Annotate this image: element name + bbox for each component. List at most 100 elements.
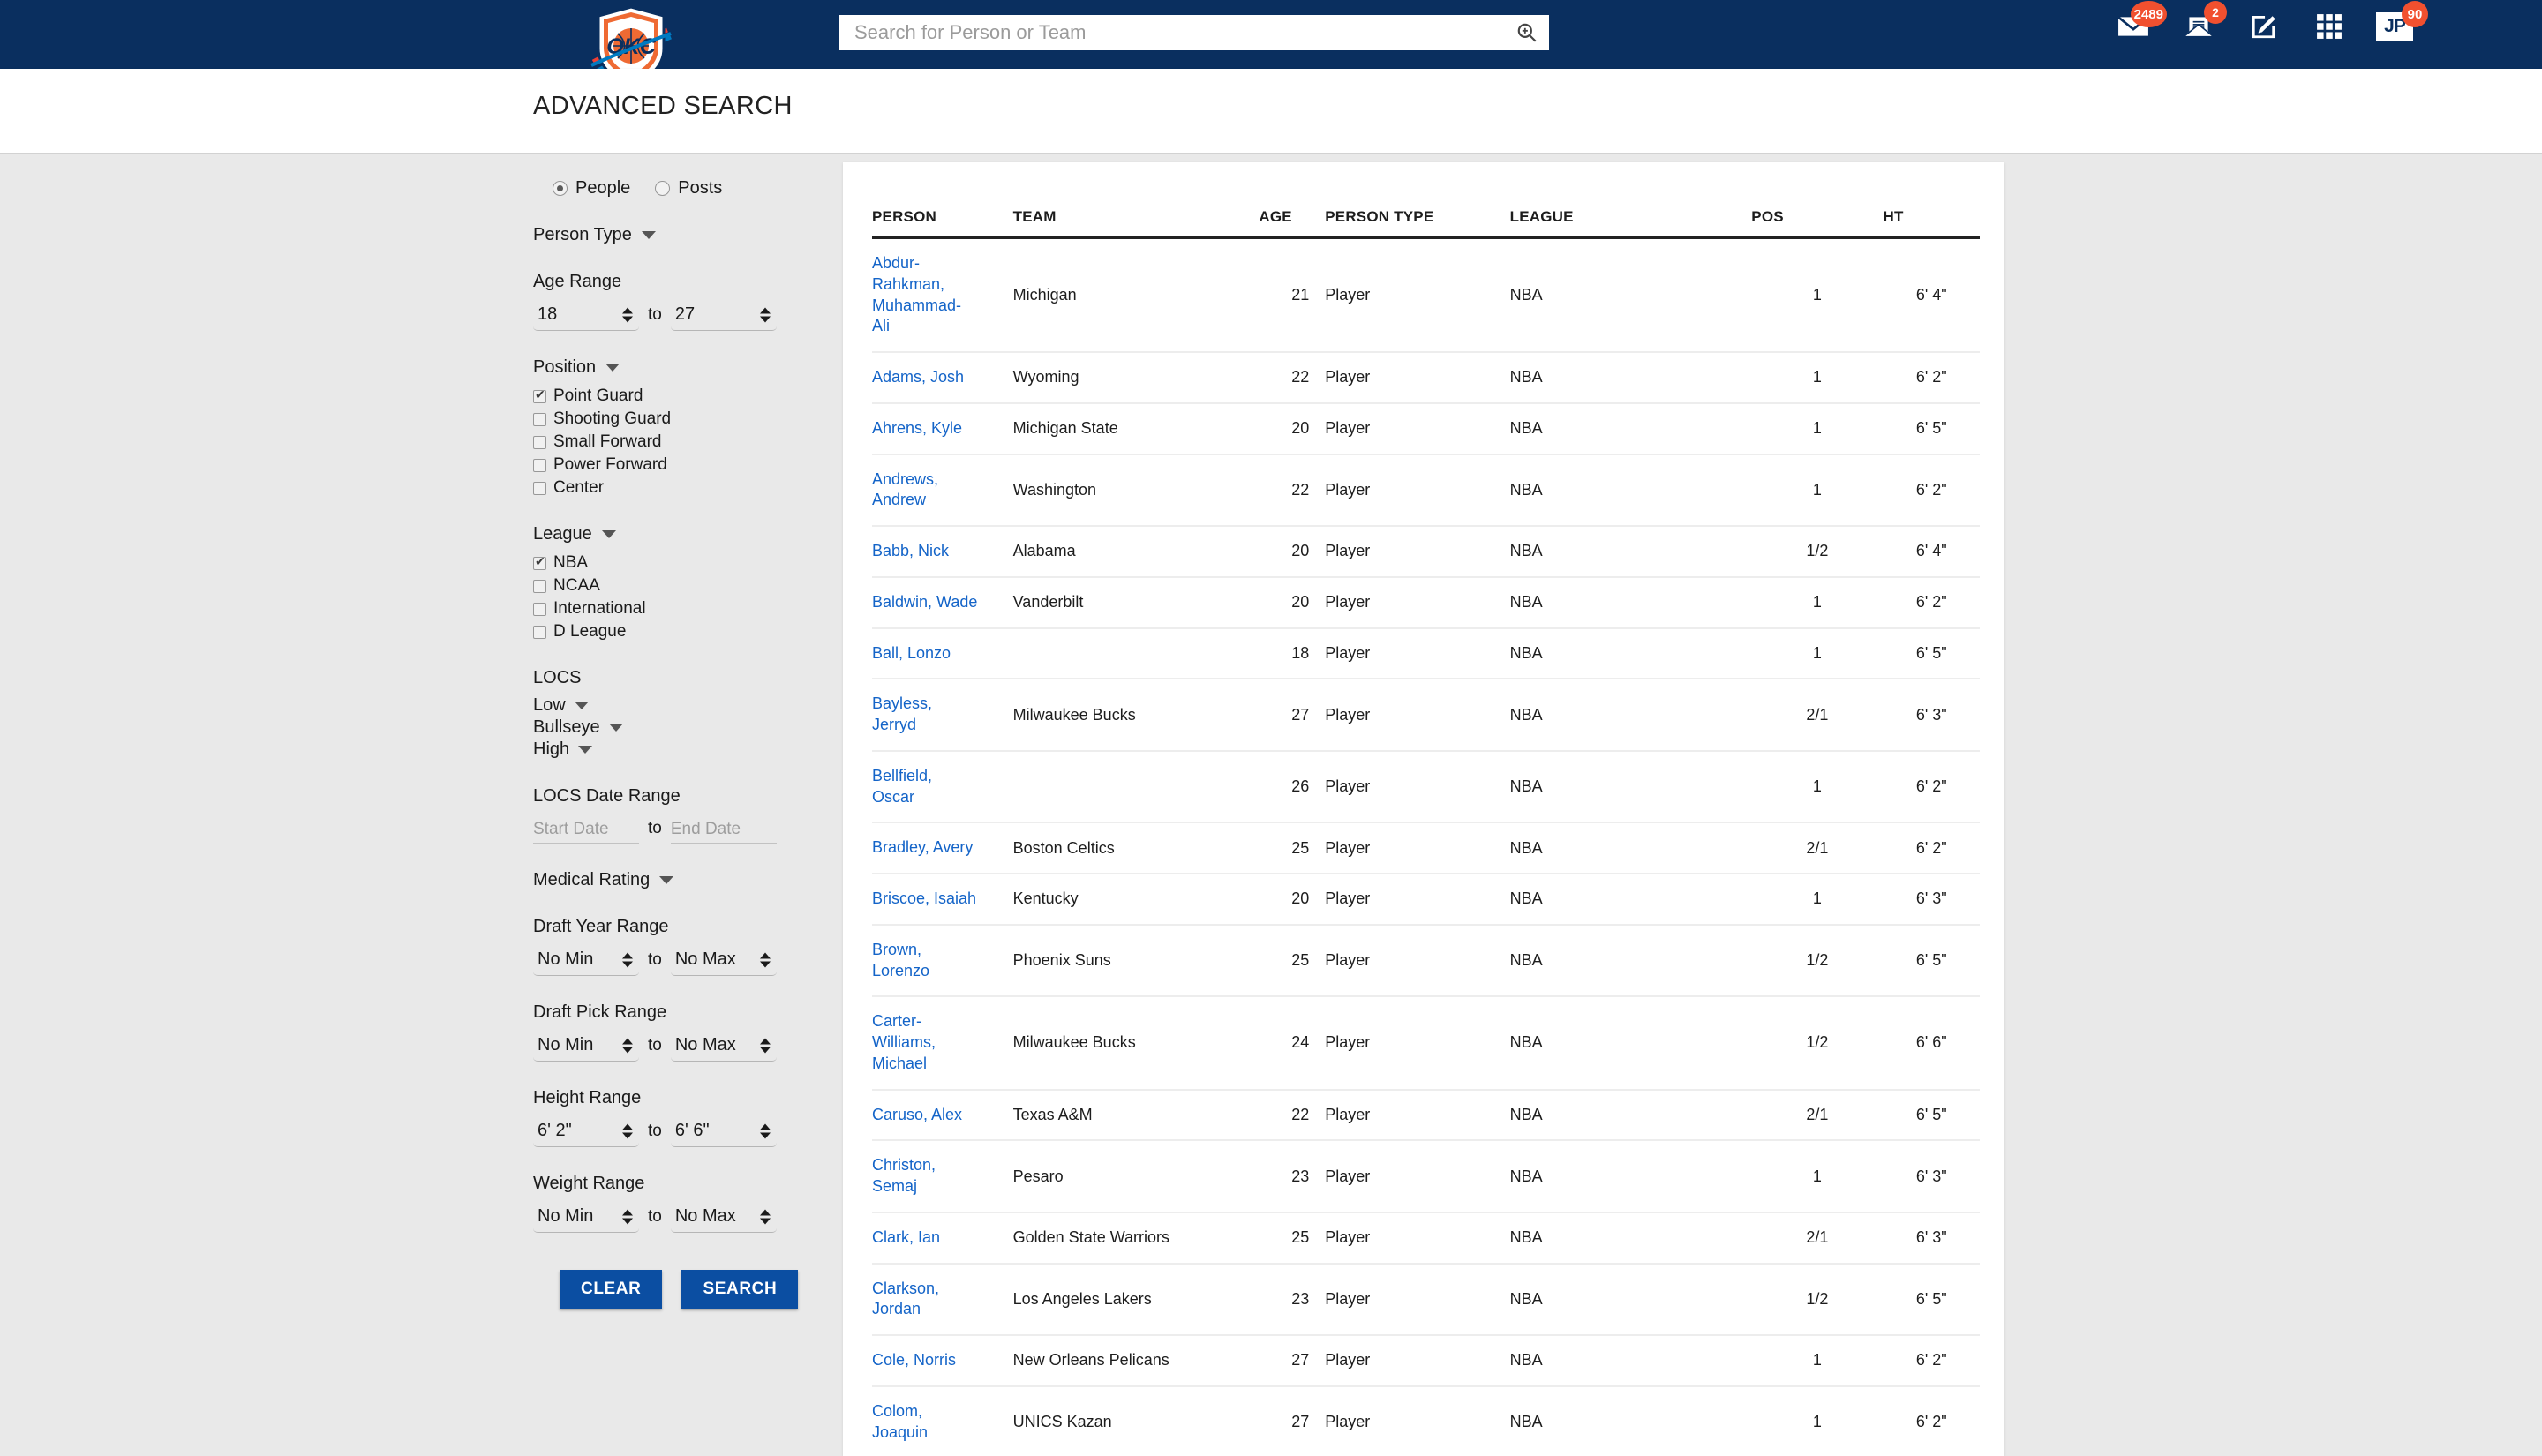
person-link[interactable]: Bayless, Jerryd (872, 694, 978, 736)
column-header-pos[interactable]: POS (1751, 208, 1883, 238)
column-header-person-type[interactable]: PERSON TYPE (1325, 208, 1509, 238)
column-header-team[interactable]: TEAM (1013, 208, 1260, 238)
draft-year-min-select[interactable]: No Min (533, 944, 639, 976)
checkbox-d-league[interactable]: D League (533, 622, 833, 642)
cell-person[interactable]: Colom, Joaquin (872, 1386, 1013, 1456)
column-header-person[interactable]: PERSON (872, 208, 1013, 238)
draft-year-max-select[interactable]: No Max (671, 944, 777, 976)
search-button[interactable]: SEARCH (681, 1270, 798, 1309)
column-header-age[interactable]: AGE (1259, 208, 1325, 238)
cell-person[interactable]: Clarkson, Jordan (872, 1264, 1013, 1336)
cell-person[interactable]: Abdur-Rahkman, Muhammad-Ali (872, 238, 1013, 353)
checkbox-icon[interactable] (533, 459, 546, 472)
cell-person[interactable]: Briscoe, Isaiah (872, 874, 1013, 925)
person-link[interactable]: Ball, Lonzo (872, 643, 951, 664)
chevron-down-icon[interactable] (642, 231, 656, 239)
checkbox-shooting-guard[interactable]: Shooting Guard (533, 409, 833, 429)
column-header-league[interactable]: LEAGUE (1510, 208, 1752, 238)
locs-high-dropdown[interactable]: High (533, 739, 833, 760)
person-link[interactable]: Bradley, Avery (872, 837, 973, 859)
checkbox-icon[interactable] (533, 482, 546, 495)
checkbox-ncaa[interactable]: NCAA (533, 576, 833, 596)
chevron-down-icon[interactable] (659, 876, 673, 884)
cell-person[interactable]: Bellfield, Oscar (872, 751, 1013, 823)
person-link[interactable]: Andrews, Andrew (872, 469, 978, 512)
checkbox-small-forward[interactable]: Small Forward (533, 432, 833, 452)
mail-icon[interactable]: 2489 (2114, 9, 2153, 44)
chevron-down-icon[interactable] (578, 746, 592, 754)
open-mail-icon[interactable]: 2 (2179, 9, 2218, 44)
checkbox-center[interactable]: Center (533, 478, 833, 498)
checkbox-international[interactable]: International (533, 599, 833, 619)
checkbox-icon[interactable] (533, 390, 546, 403)
cell-person[interactable]: Ball, Lonzo (872, 628, 1013, 679)
scope-radio-posts[interactable]: Posts (655, 178, 722, 199)
chevron-down-icon[interactable] (609, 724, 623, 732)
checkbox-icon[interactable] (533, 580, 546, 593)
age-max-stepper[interactable]: 27 (671, 299, 777, 331)
age-min-stepper[interactable]: 18 (533, 299, 639, 331)
chevron-down-icon[interactable] (605, 364, 620, 372)
stepper-arrows-icon[interactable] (622, 1123, 633, 1138)
cell-person[interactable]: Clark, Ian (872, 1212, 1013, 1264)
person-link[interactable]: Abdur-Rahkman, Muhammad-Ali (872, 253, 978, 337)
checkbox-icon[interactable] (533, 626, 546, 639)
height-max-select[interactable]: 6' 6" (671, 1115, 777, 1147)
person-link[interactable]: Briscoe, Isaiah (872, 889, 976, 910)
profile-avatar[interactable]: JP 90 (2375, 9, 2414, 44)
radio-people-mark[interactable] (553, 181, 568, 196)
person-link[interactable]: Cole, Norris (872, 1350, 956, 1371)
draft-pick-max-select[interactable]: No Max (671, 1030, 777, 1062)
stepper-arrows-icon[interactable] (760, 307, 771, 322)
weight-max-select[interactable]: No Max (671, 1201, 777, 1233)
cell-person[interactable]: Bayless, Jerryd (872, 679, 1013, 751)
clear-button[interactable]: CLEAR (560, 1270, 662, 1309)
column-header-ht[interactable]: HT (1884, 208, 1980, 238)
compose-icon[interactable] (2245, 9, 2283, 44)
person-link[interactable]: Adams, Josh (872, 367, 964, 388)
radio-posts-mark[interactable] (655, 181, 670, 196)
stepper-arrows-icon[interactable] (622, 1209, 633, 1224)
cell-person[interactable]: Brown, Lorenzo (872, 925, 1013, 997)
stepper-arrows-icon[interactable] (760, 1123, 771, 1138)
stepper-arrows-icon[interactable] (622, 952, 633, 967)
stepper-arrows-icon[interactable] (760, 1209, 771, 1224)
person-link[interactable]: Clark, Ian (872, 1227, 940, 1249)
person-link[interactable]: Colom, Joaquin (872, 1401, 978, 1444)
locs-end-date-input[interactable]: End Date (671, 814, 777, 844)
person-link[interactable]: Baldwin, Wade (872, 592, 977, 613)
person-link[interactable]: Christon, Semaj (872, 1155, 978, 1197)
person-link[interactable]: Clarkson, Jordan (872, 1279, 978, 1321)
search-input[interactable] (853, 20, 1515, 45)
scope-radio-people[interactable]: People (553, 178, 630, 199)
locs-low-dropdown[interactable]: Low (533, 695, 833, 716)
cell-person[interactable]: Bradley, Avery (872, 822, 1013, 874)
weight-min-select[interactable]: No Min (533, 1201, 639, 1233)
person-link[interactable]: Brown, Lorenzo (872, 940, 978, 982)
draft-pick-min-select[interactable]: No Min (533, 1030, 639, 1062)
chevron-down-icon[interactable] (575, 702, 589, 709)
stepper-arrows-icon[interactable] (622, 307, 633, 322)
cell-person[interactable]: Christon, Semaj (872, 1140, 1013, 1212)
checkbox-icon[interactable] (533, 557, 546, 570)
cell-person[interactable]: Babb, Nick (872, 526, 1013, 577)
cell-person[interactable]: Carter-Williams, Michael (872, 996, 1013, 1089)
stepper-arrows-icon[interactable] (760, 1038, 771, 1053)
chevron-down-icon[interactable] (602, 530, 616, 538)
checkbox-icon[interactable] (533, 603, 546, 616)
apps-grid-icon[interactable] (2310, 9, 2349, 44)
checkbox-icon[interactable] (533, 436, 546, 449)
checkbox-power-forward[interactable]: Power Forward (533, 455, 833, 475)
cell-person[interactable]: Caruso, Alex (872, 1090, 1013, 1141)
person-link[interactable]: Babb, Nick (872, 541, 949, 562)
cell-person[interactable]: Cole, Norris (872, 1335, 1013, 1386)
checkbox-point-guard[interactable]: Point Guard (533, 387, 833, 406)
cell-person[interactable]: Adams, Josh (872, 352, 1013, 403)
cell-person[interactable]: Baldwin, Wade (872, 577, 1013, 628)
locs-start-date-input[interactable]: Start Date (533, 814, 639, 844)
cell-person[interactable]: Andrews, Andrew (872, 454, 1013, 527)
person-link[interactable]: Ahrens, Kyle (872, 418, 962, 439)
stepper-arrows-icon[interactable] (760, 952, 771, 967)
cell-person[interactable]: Ahrens, Kyle (872, 403, 1013, 454)
checkbox-nba[interactable]: NBA (533, 553, 833, 573)
